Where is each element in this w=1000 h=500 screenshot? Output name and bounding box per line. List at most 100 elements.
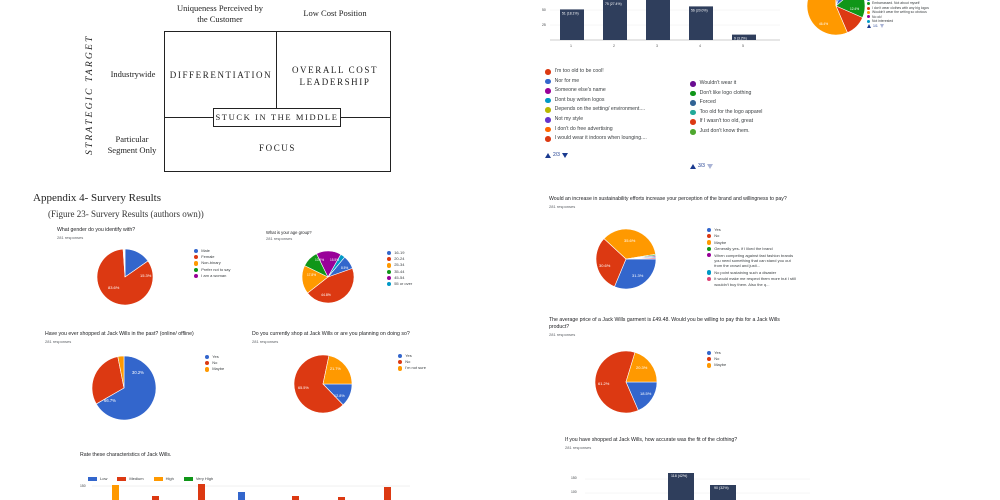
legend-label: Maybe (714, 239, 727, 245)
x-tick: 5 (742, 44, 744, 48)
legend-swatch (117, 477, 127, 482)
pie-label: 17.8% (307, 273, 316, 277)
legend-label: Nor for me (554, 77, 580, 84)
legend-label: I am a woman (201, 272, 227, 278)
pie-slice (96, 248, 154, 306)
legend-swatch (867, 10, 870, 14)
pager-3-3[interactable]: 3/3 (690, 163, 713, 169)
response-count: 281 responses (57, 234, 84, 240)
bar (292, 496, 299, 500)
x-tick: 4 (699, 44, 701, 48)
legend-swatch (690, 128, 696, 135)
legend-item: 55 or over (387, 281, 412, 287)
pager-2-3[interactable]: 2/3 (545, 152, 568, 158)
next-page-icon[interactable] (706, 163, 713, 169)
bar-label: 56 (20.0%) (691, 8, 708, 12)
characteristics-legend: Low Medium High Very High (88, 476, 213, 482)
legend-swatch (545, 78, 551, 85)
legend-swatch (205, 355, 210, 360)
sustainability-pie-chart: 31.3% 30.6% 35.6% (595, 228, 657, 290)
pie-label: 15.3% (140, 273, 152, 278)
reasons-legend-col1: I'm too old to be cool! Nor for me Someone… (545, 67, 647, 144)
legend-item: Wouldn't wear the writing so obvious (867, 10, 929, 14)
legend-label: Male (201, 248, 210, 253)
bar (384, 487, 391, 500)
next-page-icon[interactable] (561, 152, 568, 158)
prev-page-icon[interactable] (867, 24, 871, 29)
row-label-segment: Particular Segment Only (107, 134, 157, 155)
question-title: If you have shopped at Jack Wills, how a… (565, 437, 738, 443)
shopped-pie-chart: 30.2% 66.7% (91, 355, 157, 421)
strategic-target-label: STRATEGIC TARGET (85, 34, 95, 155)
cell-focus: FOCUS (258, 143, 296, 153)
legend-label: When competing against fast fashion bran… (714, 252, 794, 269)
legend-swatch (690, 119, 696, 125)
response-count: 281 responses (565, 444, 592, 450)
legend-label: Non-binary (201, 260, 221, 266)
question-title: What is your age group? (266, 230, 312, 235)
next-page-icon[interactable] (879, 24, 884, 29)
legend-item: High (153, 476, 174, 482)
legend-swatch (387, 263, 392, 268)
legend-label: 25-34 (394, 262, 405, 268)
legend-swatch (398, 354, 403, 359)
pie-slice (595, 238, 627, 288)
legend-swatch (387, 282, 392, 287)
legend-label: Not my style (554, 115, 584, 122)
legend-label: 45-54 (394, 274, 405, 280)
legend-item: Maybe (707, 362, 726, 368)
legend-swatch (205, 367, 210, 372)
matrix-divider-v (276, 31, 278, 117)
shopped-survey-panel: Have you ever shopped at Jack Wills in t… (45, 331, 245, 431)
question-title: What gender do you identify with? (57, 227, 136, 233)
bar-label: 51 (18.1%) (562, 11, 579, 15)
bar (646, 0, 670, 40)
pie-slice (91, 356, 125, 405)
cell-stuck-in-the-middle: STUCK IN THE MIDDLE (213, 108, 341, 127)
legend-label: Maybe (714, 362, 727, 368)
legend-item: Low (88, 476, 107, 482)
legend-label: I would wear it indoors when lounging...… (554, 135, 647, 142)
legend-label: Wouldn't wear the writing so obvious (872, 10, 927, 15)
legend-label: 20-24 (394, 256, 405, 262)
legend-label: No point sustaining such a disaster (714, 269, 777, 275)
prev-page-icon[interactable] (545, 152, 551, 158)
characteristics-bars (92, 484, 410, 500)
sustainability-survey-panel: Would an increase in sustainability effo… (549, 196, 799, 306)
legend-item: No ok! (867, 15, 929, 19)
legend-item: Yes (707, 350, 726, 356)
bar (338, 497, 345, 500)
legend-swatch (690, 100, 696, 106)
legend-label: Female (201, 254, 215, 260)
legend-label: Too old for the logo apparel (699, 108, 763, 115)
legend-swatch (707, 253, 712, 258)
age-pie-chart: 44.8% 8.5% 17.8% 10.5% 15.5% (301, 250, 355, 304)
response-count: 281 responses (549, 203, 576, 209)
legend-swatch (867, 19, 870, 23)
price-pie-chart: 18.5% 61.2% 20.3% (594, 350, 658, 414)
age-survey-panel: What is your age group? 281 responses 44… (266, 230, 416, 325)
legend-label: No (212, 360, 218, 366)
bar (560, 9, 584, 40)
bar (668, 473, 694, 500)
legend-item: Nor for me (545, 77, 647, 87)
bar-label: 9 (3.2%) (734, 37, 747, 41)
prev-page-icon[interactable] (690, 163, 696, 169)
pie-slice (327, 253, 346, 278)
legend-swatch (707, 357, 712, 362)
pie-label: 12.4% (850, 7, 859, 11)
legend-swatch (707, 240, 712, 245)
legend-swatch (707, 234, 712, 239)
top-bar-chart-panel: 50 25 51 (18.1%) 1 75 (27.4%) 2 3 56 (20.0%) 4… (540, 0, 790, 52)
legend-label: Just don't know them. (699, 127, 750, 134)
legend-label: 16-19 (394, 250, 405, 255)
legend-label: Someone else's name (554, 87, 606, 94)
pager-1-1[interactable]: 1/1 (867, 24, 929, 29)
legend-item: 45-54 (387, 275, 412, 281)
legend-item: Yes (205, 354, 224, 360)
legend-swatch (867, 15, 870, 19)
pie-label: 21.7% (330, 367, 341, 371)
pie-slice (95, 355, 157, 421)
bar (710, 485, 736, 500)
bar (689, 6, 713, 40)
